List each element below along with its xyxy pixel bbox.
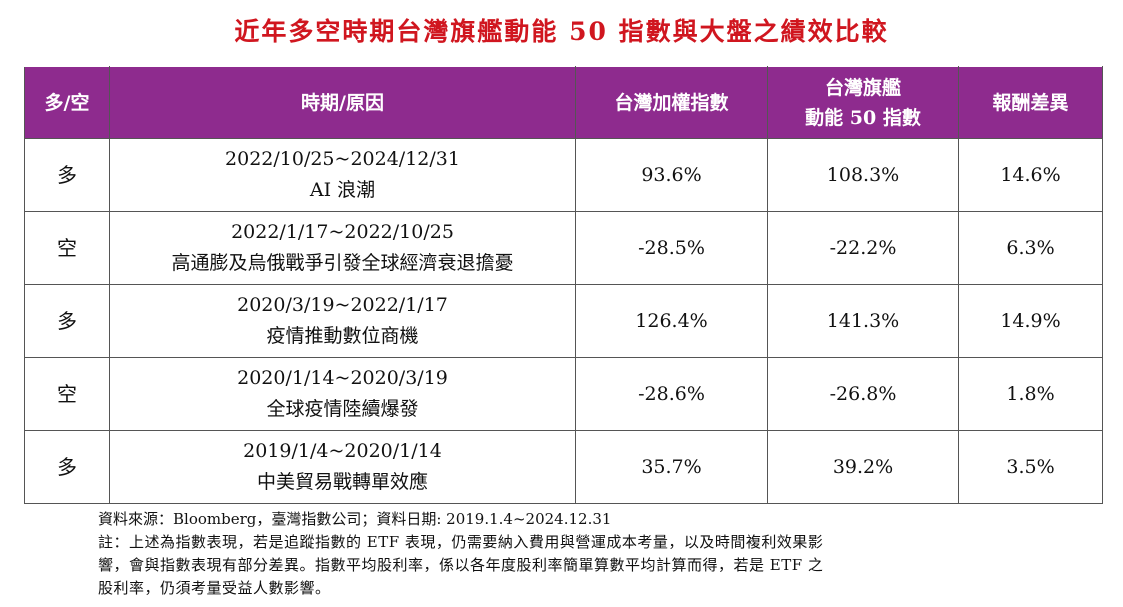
row-reason: 疫情推動數位商機 bbox=[266, 325, 419, 347]
header-direction: 多/空 bbox=[24, 66, 110, 139]
disclaimer-line-3: 股利率，仍須考量受益人數影響。 bbox=[98, 579, 331, 597]
table-row: 空 2020/1/14~2020/3/19 全球疫情陸續爆發 -28.6% -2… bbox=[24, 357, 1103, 431]
row-period: 2020/3/19~2022/1/17 疫情推動數位商機 bbox=[109, 284, 576, 358]
row-dates: 2022/10/25~2024/12/31 bbox=[225, 148, 460, 170]
table-row: 空 2022/1/17~2022/10/25 高通膨及烏俄戰爭引發全球經濟衰退擔… bbox=[24, 211, 1103, 285]
row-return-diff: 14.9% bbox=[958, 284, 1103, 358]
row-index-return: 39.2% bbox=[767, 430, 959, 504]
table-row: 多 2022/10/25~2024/12/31 AI 浪潮 93.6% 108.… bbox=[24, 138, 1103, 212]
table-row: 多 2020/3/19~2022/1/17 疫情推動數位商機 126.4% 14… bbox=[24, 284, 1103, 358]
row-taiex-return: 126.4% bbox=[575, 284, 768, 358]
row-direction: 空 bbox=[24, 211, 110, 285]
header-index-line1: 台灣旗艦 bbox=[824, 76, 901, 99]
header-index: 台灣旗艦 動能 50 指數 bbox=[767, 66, 959, 139]
performance-comparison-table: 多/空 時期/原因 台灣加權指數 台灣旗艦 動能 50 指數 報酬差異 多 20… bbox=[24, 66, 1103, 504]
source-note: 資料來源：Bloomberg，臺灣指數公司；資料日期: 2019.1.4~202… bbox=[98, 510, 612, 528]
disclaimer-line-2: 響，會與指數表現有部分差異。指數平均股利率，係以各年度股利率簡單算數平均計算而得… bbox=[98, 556, 824, 574]
row-taiex-return: -28.5% bbox=[575, 211, 768, 285]
row-return-diff: 1.8% bbox=[958, 357, 1103, 431]
row-direction: 多 bbox=[24, 430, 110, 504]
row-index-return: -22.2% bbox=[767, 211, 959, 285]
row-index-return: 141.3% bbox=[767, 284, 959, 358]
row-return-diff: 14.6% bbox=[958, 138, 1103, 212]
page-title: 近年多空時期台灣旗艦動能 50 指數與大盤之績效比較 bbox=[234, 17, 889, 46]
row-direction: 多 bbox=[24, 284, 110, 358]
row-dates: 2019/1/4~2020/1/14 bbox=[243, 440, 442, 462]
row-reason: AI 浪潮 bbox=[309, 179, 376, 201]
footnotes: 資料來源：Bloomberg，臺灣指數公司；資料日期: 2019.1.4~202… bbox=[98, 508, 1058, 600]
row-index-return: -26.8% bbox=[767, 357, 959, 431]
row-period: 2022/10/25~2024/12/31 AI 浪潮 bbox=[109, 138, 576, 212]
row-direction: 空 bbox=[24, 357, 110, 431]
row-dates: 2022/1/17~2022/10/25 bbox=[231, 221, 454, 243]
table-row: 多 2019/1/4~2020/1/14 中美貿易戰轉單效應 35.7% 39.… bbox=[24, 430, 1103, 504]
row-direction: 多 bbox=[24, 138, 110, 212]
row-reason: 全球疫情陸續爆發 bbox=[266, 398, 419, 420]
row-period: 2019/1/4~2020/1/14 中美貿易戰轉單效應 bbox=[109, 430, 576, 504]
row-taiex-return: 35.7% bbox=[575, 430, 768, 504]
row-index-return: 108.3% bbox=[767, 138, 959, 212]
row-reason: 高通膨及烏俄戰爭引發全球經濟衰退擔憂 bbox=[171, 252, 514, 274]
row-dates: 2020/3/19~2022/1/17 bbox=[237, 294, 448, 316]
header-period: 時期/原因 bbox=[109, 66, 576, 139]
row-period: 2022/1/17~2022/10/25 高通膨及烏俄戰爭引發全球經濟衰退擔憂 bbox=[109, 211, 576, 285]
row-period: 2020/1/14~2020/3/19 全球疫情陸續爆發 bbox=[109, 357, 576, 431]
row-taiex-return: -28.6% bbox=[575, 357, 768, 431]
row-return-diff: 6.3% bbox=[958, 211, 1103, 285]
disclaimer-line-1: 註：上述為指數表現，若是追蹤指數的 ETF 表現，仍需要納入費用與營運成本考量，… bbox=[98, 533, 824, 551]
header-taiex: 台灣加權指數 bbox=[575, 66, 768, 139]
row-return-diff: 3.5% bbox=[958, 430, 1103, 504]
table-header-row: 多/空 時期/原因 台灣加權指數 台灣旗艦 動能 50 指數 報酬差異 bbox=[24, 66, 1103, 139]
header-diff: 報酬差異 bbox=[958, 66, 1103, 139]
row-taiex-return: 93.6% bbox=[575, 138, 768, 212]
row-dates: 2020/1/14~2020/3/19 bbox=[237, 367, 448, 389]
header-index-line2: 動能 50 指數 bbox=[805, 106, 921, 129]
row-reason: 中美貿易戰轉單效應 bbox=[256, 471, 428, 493]
